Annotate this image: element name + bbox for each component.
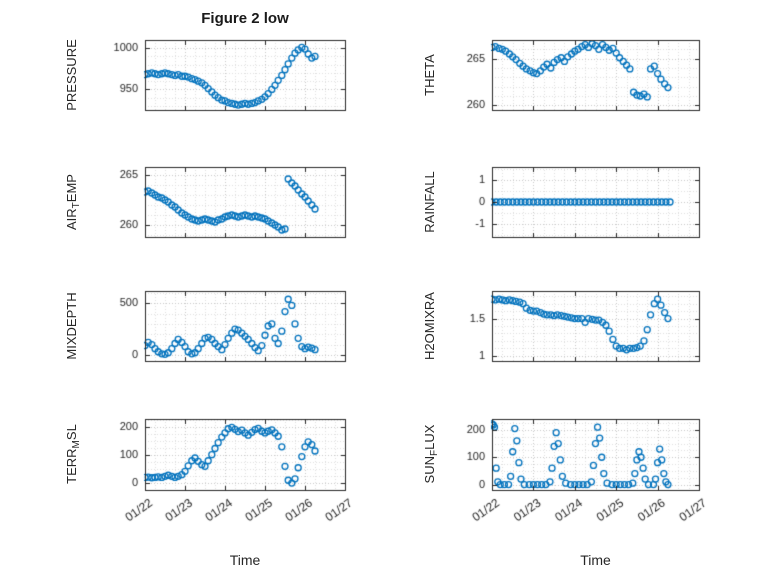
ylabel-subscript: F <box>429 449 440 456</box>
ylabel-subscript: T <box>71 202 82 209</box>
ylabel-text: H2OMIXRA <box>422 292 437 360</box>
ylabel-text: TERR <box>64 448 79 484</box>
ylabel-text: SL <box>64 424 79 441</box>
ylabel-text: SUN <box>422 455 437 484</box>
ylabel-text: LUX <box>422 424 437 450</box>
xlabel-time-right: Time <box>580 552 611 568</box>
ylabel-text: THETA <box>422 54 437 96</box>
ylabel-air-temp: AIRTEMP <box>62 132 82 272</box>
ylabel-theta: THETA <box>420 5 440 145</box>
ylabel-text: RAINFALL <box>422 171 437 233</box>
ylabel-pressure: PRESSURE <box>62 5 82 145</box>
ylabel-h2omixra: H2OMIXRA <box>420 256 440 396</box>
ylabel-text: PRESSURE <box>64 39 79 111</box>
xlabel-time-left: Time <box>229 552 261 568</box>
ylabel-mixdepth: MIXDEPTH <box>62 256 82 396</box>
ylabel-text: MIXDEPTH <box>64 292 79 360</box>
ylabel-subscript: M <box>71 440 82 449</box>
figure-title: Figure 2 low <box>201 10 289 27</box>
ylabel-sun-flux: SUNFLUX <box>420 384 440 524</box>
ylabel-text: AIR <box>64 208 79 230</box>
ylabel-text: EMP <box>64 174 79 203</box>
ylabel-terr-msl: TERRMSL <box>62 384 82 524</box>
ylabel-rainfall: RAINFALL <box>420 132 440 272</box>
